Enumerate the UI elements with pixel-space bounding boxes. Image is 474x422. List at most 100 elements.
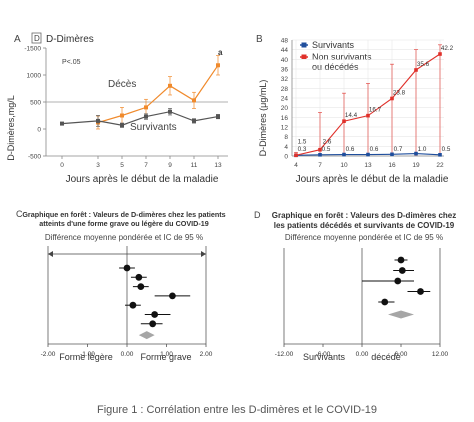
panel-d-letter: D [254, 210, 261, 220]
panel-c-arrow-left [48, 251, 53, 257]
panel-d-title-2: les patients décédés et survivants de CO… [274, 221, 455, 230]
panel-b-y-tick-label: 16 [281, 115, 289, 122]
panel-b-non-survivants-label: 1.5 [298, 139, 307, 146]
panel-d-point [417, 288, 424, 295]
panel-b-x-tick-label: 10 [340, 162, 348, 169]
panel-a-x-tick-label: 11 [191, 162, 198, 169]
panel-b-point [342, 152, 346, 157]
panel-b-survivants-label: 0.5 [442, 146, 451, 153]
panel-a-point [120, 123, 124, 128]
panel-d-x-tick-label: -6.00 [316, 351, 331, 358]
panel-b-y-tick-label: 32 [281, 76, 289, 83]
panel-b-x-tick-label: 4 [294, 162, 298, 169]
panel-a-point [60, 121, 64, 126]
panel-a-pnote: P<.05 [62, 59, 81, 66]
panel-b-point [390, 96, 394, 101]
panel-b-y-tick-label: 12 [281, 125, 289, 132]
panel-b-y-tick-label: 24 [281, 96, 289, 103]
panel-c-point [129, 301, 137, 309]
panel-b-x-tick-label: 13 [364, 162, 372, 169]
panel-d-forest: D Graphique en forêt : Valeurs des D-dim… [254, 210, 457, 362]
panel-b-point [414, 151, 418, 156]
panel-b-ylabel: D-Dimères (μg/mL) [258, 80, 268, 157]
figure-caption: Figure 1 : Corrélation entre les D-dimèr… [97, 404, 377, 416]
panel-b-non-survivants-label: 23.8 [393, 89, 406, 96]
panel-c-point [123, 264, 131, 272]
panel-a-y-tick-label: -1500 [24, 46, 41, 53]
panel-b-survivants-label: 0.5 [322, 146, 331, 153]
panel-a-point [192, 98, 196, 103]
legend-non-survivants-marker [301, 54, 307, 60]
panel-d-x-tick-label: 6.00 [395, 351, 408, 358]
panel-c-title-2: atteints d'une forme grave ou légère du … [39, 219, 208, 228]
panel-b-point [318, 147, 322, 152]
panel-b-point [342, 119, 346, 123]
panel-a-x-tick-label: 5 [120, 162, 124, 169]
panel-a-x-tick-label: 13 [214, 162, 222, 169]
panel-b-y-tick-label: 20 [281, 105, 289, 112]
panel-a-point [144, 105, 148, 110]
panel-c-x-tick-label: -2.00 [41, 351, 56, 358]
panel-a-point [216, 114, 220, 119]
panel-a-x-tick-label: 9 [168, 162, 172, 169]
panel-c-point [135, 273, 143, 281]
panel-a-point [96, 118, 100, 123]
panel-c-pooled-diamond [138, 331, 155, 340]
panel-a-sub-letter: D [34, 34, 40, 43]
panel-c-left-label: Forme légère [59, 352, 113, 362]
panel-d-subtitle: Différence moyenne pondérée et IC de 95 … [285, 233, 443, 242]
panel-a-point [168, 109, 172, 114]
panel-b-letter: B [256, 34, 263, 45]
panel-c-point [151, 311, 159, 318]
panel-b-point [366, 113, 370, 118]
panel-b-survivants-label: 0.3 [298, 146, 307, 153]
panel-b-y-tick-label: 0 [284, 154, 288, 161]
panel-b-non-survivants-label: 14.4 [345, 112, 358, 119]
panel-b-x-tick-label: 7 [318, 162, 322, 169]
panel-b-point [294, 153, 298, 158]
panel-a-series-line [97, 64, 219, 124]
panel-b-survivants-label: 0.7 [394, 146, 403, 153]
panel-d-right-label: décédé [371, 352, 401, 362]
panel-c-x-tick-label: 0.00 [121, 351, 134, 358]
panel-b-y-tick-label: 36 [281, 67, 289, 74]
panel-a-point [192, 118, 196, 123]
legend-survivants-marker [301, 42, 307, 48]
panel-d-x-tick-label: 12.00 [432, 351, 449, 358]
panel-a-title: D-Dimères [46, 34, 94, 45]
panel-d-title-1: Graphique en forêt : Valeurs des D-dimèr… [272, 211, 457, 220]
panel-a-ylabel: D-Dimères,mg/L [6, 95, 16, 161]
panel-b-y-tick-label: 48 [281, 38, 289, 45]
panel-a-sig-mark: a [218, 48, 223, 57]
panel-b-survivants-label: 0.6 [346, 146, 355, 153]
panel-c-x-tick-label: -1.00 [80, 351, 95, 358]
panel-c-forest: C Graphique en forêt : Valeurs de D-dimè… [16, 209, 226, 362]
panel-c-arrow-right [201, 251, 206, 257]
legend-non-survivants-label-1: Non survivants [312, 52, 372, 62]
panel-a-y-tick-label: -500 [28, 154, 41, 161]
panel-b-y-tick-label: 8 [284, 134, 288, 141]
panel-b-point [438, 152, 442, 157]
panel-a-sub-letter-box [31, 32, 42, 44]
panel-d-x-tick-label: 0.00 [356, 351, 369, 358]
panel-d-point [397, 256, 405, 264]
panel-b-non-survivants-label: 2.6 [323, 139, 332, 146]
panel-b-point [318, 152, 322, 157]
panel-a-x-tick-label: 0 [60, 162, 64, 169]
panel-b-point [390, 152, 394, 157]
panel-a-point [144, 114, 148, 119]
panel-c-x-tick-label: 2.00 [200, 351, 213, 358]
panel-b-non-survivants-label: 35.6 [417, 61, 430, 68]
panel-d-point [381, 298, 389, 306]
panel-b-chart: B D-Dimères (μg/mL) Jours après le début… [256, 34, 454, 185]
panel-b-xlabel: Jours après le début de la maladie [296, 174, 449, 185]
panel-b-x-tick-label: 16 [388, 162, 396, 169]
legend-survivants-label: Survivants [312, 40, 355, 50]
panel-a-label-survivants: Survivants [130, 122, 177, 133]
legend-non-survivants-label-2: ou décédés [312, 62, 359, 72]
panel-b-y-tick-label: 40 [281, 57, 289, 64]
panel-b-y-tick-label: 28 [281, 86, 289, 93]
panel-b-point [366, 152, 370, 157]
panel-b-non-survivants-label: 16.7 [369, 107, 382, 114]
panel-b-y-tick-label: 44 [281, 47, 289, 54]
